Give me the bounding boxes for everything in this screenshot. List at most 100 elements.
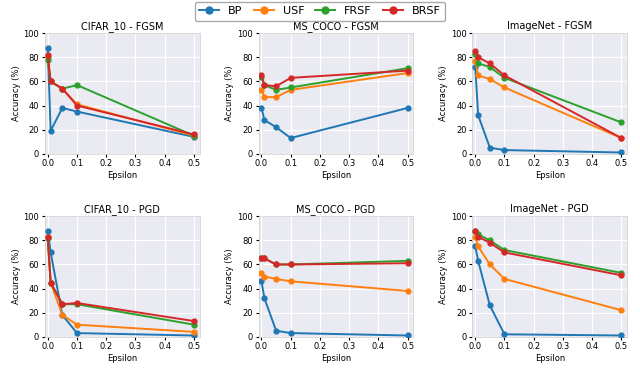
Line: FRSF: FRSF	[45, 236, 196, 327]
BP	[404, 333, 412, 338]
BRSF	[58, 87, 66, 91]
BP	[474, 113, 482, 117]
Line: BRSF: BRSF	[473, 228, 624, 278]
FRSF	[472, 51, 479, 56]
Title: CIFAR_10 - PGD: CIFAR_10 - PGD	[84, 204, 160, 215]
USF	[190, 134, 198, 138]
Y-axis label: Accuracy (%): Accuracy (%)	[439, 249, 448, 304]
USF	[486, 262, 493, 267]
FRSF	[404, 259, 412, 263]
USF	[287, 88, 294, 92]
BRSF	[260, 83, 268, 87]
BP	[500, 332, 508, 336]
Line: FRSF: FRSF	[45, 57, 196, 138]
USF	[618, 308, 625, 312]
BRSF	[486, 240, 493, 245]
Line: BP: BP	[259, 279, 410, 338]
BP	[47, 129, 54, 133]
Line: BP: BP	[45, 45, 196, 139]
Y-axis label: Accuracy (%): Accuracy (%)	[225, 66, 234, 121]
BP	[73, 331, 81, 335]
BP	[58, 106, 66, 110]
FRSF	[486, 65, 493, 69]
FRSF	[260, 83, 268, 87]
BP	[500, 148, 508, 152]
FRSF	[474, 61, 482, 65]
Line: USF: USF	[473, 234, 624, 313]
Y-axis label: Accuracy (%): Accuracy (%)	[225, 249, 234, 304]
BP	[47, 250, 54, 255]
Line: BP: BP	[45, 228, 196, 338]
USF	[190, 330, 198, 334]
BRSF	[472, 49, 479, 54]
USF	[472, 235, 479, 239]
USF	[486, 77, 493, 81]
BP	[73, 110, 81, 114]
Line: BP: BP	[473, 65, 624, 155]
USF	[58, 87, 66, 91]
FRSF	[73, 83, 81, 87]
USF	[258, 271, 266, 275]
BP	[472, 65, 479, 69]
BP	[258, 106, 266, 110]
FRSF	[272, 262, 280, 267]
BRSF	[47, 280, 54, 285]
USF	[404, 71, 412, 75]
BRSF	[404, 261, 412, 266]
USF	[287, 279, 294, 283]
BRSF	[272, 262, 280, 267]
BP	[486, 303, 493, 307]
Line: USF: USF	[259, 270, 410, 293]
USF	[618, 136, 625, 140]
Line: BRSF: BRSF	[45, 53, 196, 137]
X-axis label: Epsilon: Epsilon	[534, 171, 565, 180]
BRSF	[190, 132, 198, 137]
Line: BP: BP	[473, 244, 624, 338]
USF	[272, 95, 280, 99]
BRSF	[500, 73, 508, 78]
Title: MS_COCO - FGSM: MS_COCO - FGSM	[293, 21, 379, 32]
FRSF	[287, 262, 294, 267]
Title: CIFAR_10 - FGSM: CIFAR_10 - FGSM	[81, 21, 163, 32]
BRSF	[486, 61, 493, 65]
FRSF	[58, 302, 66, 306]
FRSF	[44, 236, 52, 240]
Line: BRSF: BRSF	[259, 68, 410, 89]
FRSF	[500, 75, 508, 80]
FRSF	[404, 66, 412, 70]
Line: BRSF: BRSF	[259, 256, 410, 267]
FRSF	[474, 232, 482, 236]
BP	[260, 296, 268, 300]
USF	[73, 322, 81, 327]
USF	[472, 59, 479, 63]
BP	[287, 331, 294, 335]
BP	[618, 150, 625, 155]
BP	[44, 229, 52, 233]
FRSF	[618, 271, 625, 275]
FRSF	[47, 280, 54, 285]
Title: ImageNet - FGSM: ImageNet - FGSM	[507, 21, 593, 31]
USF	[474, 73, 482, 78]
FRSF	[58, 87, 66, 91]
Line: FRSF: FRSF	[473, 51, 624, 125]
FRSF	[287, 85, 294, 90]
BRSF	[618, 273, 625, 278]
FRSF	[260, 256, 268, 260]
BRSF	[618, 136, 625, 140]
USF	[44, 55, 52, 60]
FRSF	[258, 74, 266, 79]
Line: USF: USF	[259, 71, 410, 100]
BRSF	[190, 319, 198, 323]
Line: USF: USF	[45, 55, 196, 138]
BRSF	[272, 84, 280, 88]
Legend: BP, USF, FRSF, BRSF: BP, USF, FRSF, BRSF	[195, 2, 445, 21]
BP	[44, 46, 52, 50]
Line: FRSF: FRSF	[259, 256, 410, 267]
BRSF	[73, 103, 81, 108]
FRSF	[486, 238, 493, 243]
BP	[404, 106, 412, 110]
BRSF	[44, 53, 52, 57]
BP	[258, 279, 266, 283]
BP	[472, 244, 479, 249]
USF	[258, 88, 266, 92]
